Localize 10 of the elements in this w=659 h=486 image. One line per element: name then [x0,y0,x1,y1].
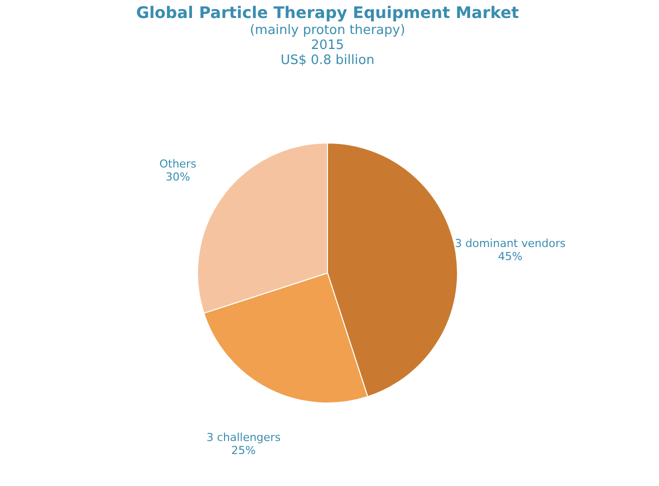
text: 2015 [310,38,344,53]
data-label: 25% [231,444,256,457]
slice-label: 3 challengers [206,430,281,444]
text: US$ 0.8 billion [280,53,374,68]
data-label: 30% [166,170,190,184]
slice-label: Others [159,157,197,170]
text: (mainly proton therapy) [250,23,406,38]
data-label: 45% [498,250,522,264]
slice-label: 3 dominant vendors [454,237,566,250]
chart-title: Global Particle Therapy Equipment Market [136,3,520,22]
